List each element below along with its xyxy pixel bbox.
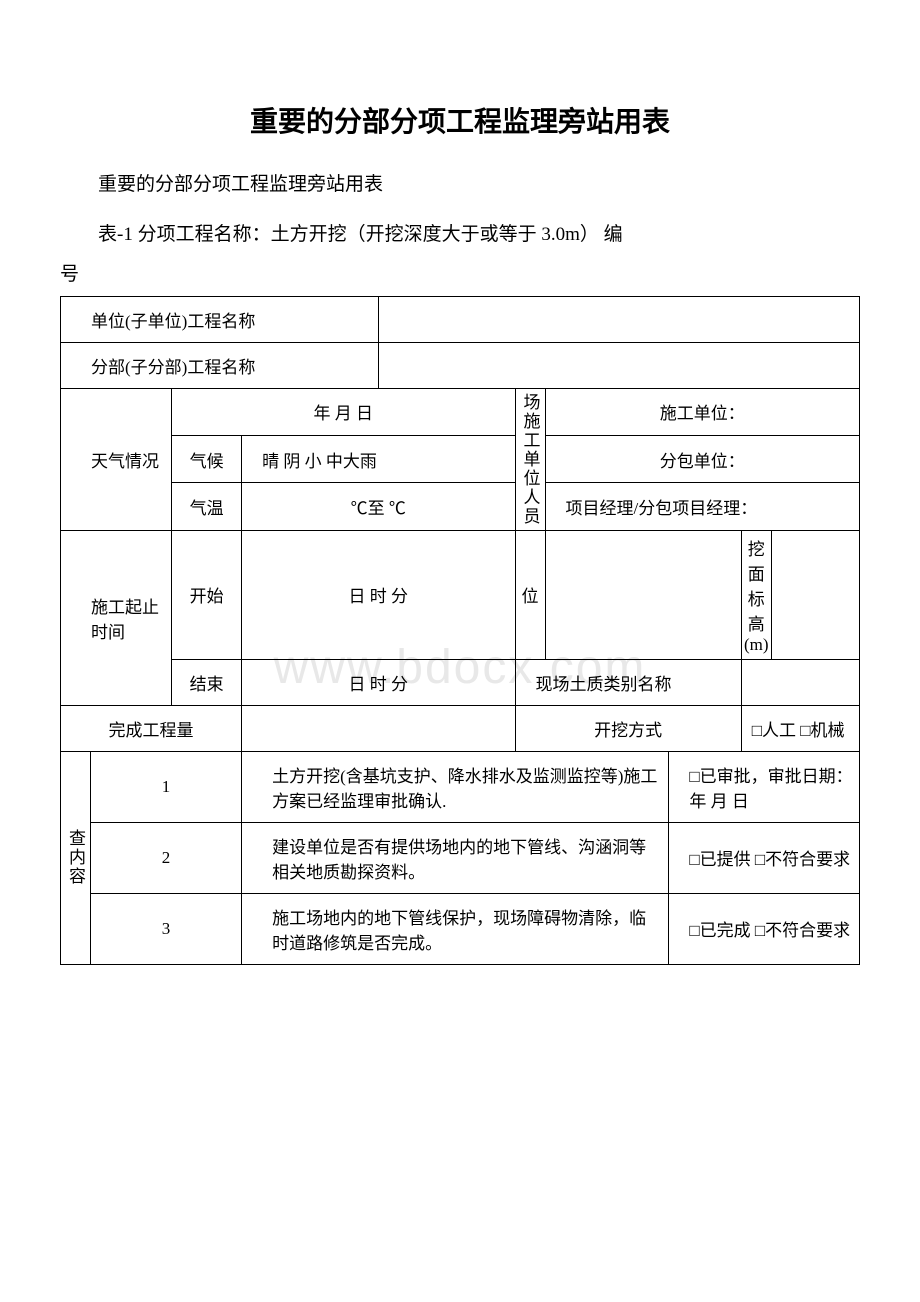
construction-time-label: 施工起止时间 [61, 530, 172, 705]
table-row: 分部(子分部)工程名称 [61, 342, 860, 388]
climate-label: 气候 [172, 436, 242, 483]
document-content: 重要的分部分项工程监理旁站用表 重要的分部分项工程监理旁站用表 表-1 分项工程… [60, 100, 860, 965]
unit-name-value [378, 296, 859, 342]
check-desc-2: 建设单位是否有提供场地内的地下管线、沟涵洞等相关地质勘探资料。 [242, 822, 669, 893]
position-label: 位 [515, 530, 545, 659]
subcontract-unit-label: 分包单位： [545, 436, 859, 483]
end-label: 结束 [172, 659, 242, 705]
table-caption-line2: 号 [60, 259, 860, 286]
table-caption-line1: 表-1 分项工程名称：土方开挖（开挖深度大于或等于 3.0m） 编 [60, 220, 860, 250]
check-result-3: □已完成 □不符合要求 [669, 893, 860, 964]
table-row: 气温 ℃至 ℃ 项目经理/分包项目经理： [61, 483, 860, 530]
table-row: 查内容 1 土方开挖(含基坑支护、降水排水及监测监控等)施工方案已经监理审批确认… [61, 751, 860, 822]
check-no-3: 3 [91, 893, 242, 964]
check-no-1: 1 [91, 751, 242, 822]
check-result-2: □已提供 □不符合要求 [669, 822, 860, 893]
sub-unit-name-label: 分部(子分部)工程名称 [61, 342, 379, 388]
excavation-method-label: 开挖方式 [515, 705, 741, 751]
table-row: 天气情况 年 月 日 场施工单位人员 施工单位： [61, 388, 860, 435]
date-label: 年 月 日 [172, 388, 515, 435]
table-row: 完成工程量 开挖方式 □人工 □机械 [61, 705, 860, 751]
personnel-label: 场施工单位人员 [515, 388, 545, 530]
soil-type-value [741, 659, 859, 705]
construction-unit-label: 施工单位： [545, 388, 859, 435]
soil-type-label: 现场土质类别名称 [515, 659, 741, 705]
page-title: 重要的分部分项工程监理旁站用表 [60, 100, 860, 140]
temperature-range: ℃至 ℃ [242, 483, 515, 530]
table-row: 施工起止时间 开始 日 时 分 位 挖面标高(m) [61, 530, 860, 659]
climate-options: 晴 阴 小 中大雨 [242, 436, 515, 483]
check-no-2: 2 [91, 822, 242, 893]
subtitle: 重要的分部分项工程监理旁站用表 [60, 170, 860, 200]
elevation-label: 挖面标高(m) [741, 530, 771, 659]
sub-unit-name-value [378, 342, 859, 388]
end-time: 日 时 分 [242, 659, 515, 705]
elevation-value [771, 530, 859, 659]
weather-label: 天气情况 [61, 388, 172, 530]
completed-quantity-value [242, 705, 515, 751]
check-result-1: □已审批，审批日期： 年 月 日 [669, 751, 860, 822]
table-row: 单位(子单位)工程名称 [61, 296, 860, 342]
check-desc-1: 土方开挖(含基坑支护、降水排水及监测监控等)施工方案已经监理审批确认. [242, 751, 669, 822]
unit-name-label: 单位(子单位)工程名称 [61, 296, 379, 342]
table-row: 3 施工场地内的地下管线保护，现场障碍物清除，临时道路修筑是否完成。 □已完成 … [61, 893, 860, 964]
table-row: 气候 晴 阴 小 中大雨 分包单位： [61, 436, 860, 483]
completed-quantity-label: 完成工程量 [61, 705, 242, 751]
start-label: 开始 [172, 530, 242, 659]
check-desc-3: 施工场地内的地下管线保护，现场障碍物清除，临时道路修筑是否完成。 [242, 893, 669, 964]
method-options: □人工 □机械 [741, 705, 859, 751]
table-row: 结束 日 时 分 现场土质类别名称 [61, 659, 860, 705]
position-value [545, 530, 741, 659]
supervision-table: 单位(子单位)工程名称 分部(子分部)工程名称 天气情况 年 月 日 场施工单位… [60, 296, 860, 965]
table-row: 2 建设单位是否有提供场地内的地下管线、沟涵洞等相关地质勘探资料。 □已提供 □… [61, 822, 860, 893]
project-manager-label: 项目经理/分包项目经理： [545, 483, 859, 530]
start-time: 日 时 分 [242, 530, 515, 659]
temperature-label: 气温 [172, 483, 242, 530]
check-content-label: 查内容 [61, 751, 91, 964]
